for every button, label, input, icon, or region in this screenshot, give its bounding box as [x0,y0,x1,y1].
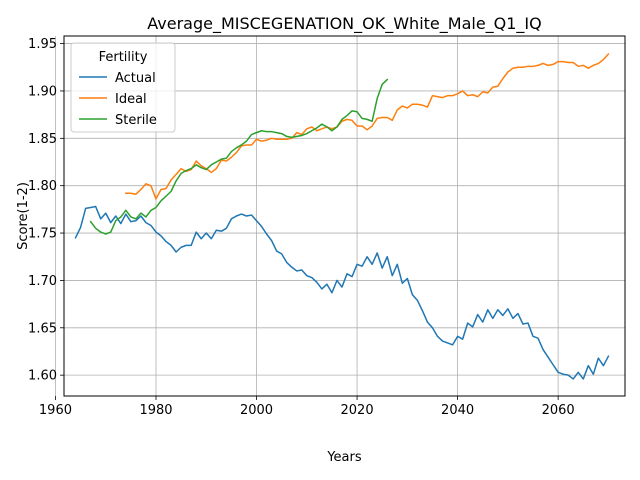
y-tick-label: 1.95 [28,37,57,52]
legend-box [70,42,176,133]
y-axis-ticks: 1.60 1.65 1.70 1.75 1.80 1.85 1.90 1.95 [28,37,64,384]
series-line-actual [74,205,610,380]
y-tick-label: 1.70 [28,274,57,289]
x-axis-ticks: 1960 1980 2000 2020 2040 2060 [39,396,575,418]
y-tick-label: 1.85 [28,132,57,147]
x-tick-label: 1980 [139,403,172,418]
y-tick-label: 1.60 [28,369,57,384]
x-tick-label: 2020 [341,403,374,418]
x-axis-label: Years [326,450,362,465]
x-tick-label: 2000 [240,403,273,418]
legend-label-sterile: Sterile [115,113,157,128]
series-line-sterile [89,78,389,235]
x-tick-label: 2040 [441,403,474,418]
chart-title: Average_MISCEGENATION_OK_White_Male_Q1_I… [147,14,542,34]
y-axis-label: Score(1-2) [16,182,31,250]
y-tick-label: 1.65 [28,321,57,336]
y-tick-label: 1.75 [28,227,57,242]
legend-label-actual: Actual [115,71,156,86]
legend: Fertility Actual Ideal Sterile [70,42,176,133]
y-tick-label: 1.80 [28,179,57,194]
legend-label-ideal: Ideal [115,92,147,107]
x-tick-label: 1960 [39,403,72,418]
series-lines [74,52,610,380]
legend-title: Fertility [99,50,148,65]
y-tick-label: 1.90 [28,84,57,99]
gridlines [55,36,625,396]
plot-frame [63,35,626,397]
x-tick-label: 2060 [542,403,575,418]
legend-entries: Actual Ideal Sterile [79,71,157,128]
